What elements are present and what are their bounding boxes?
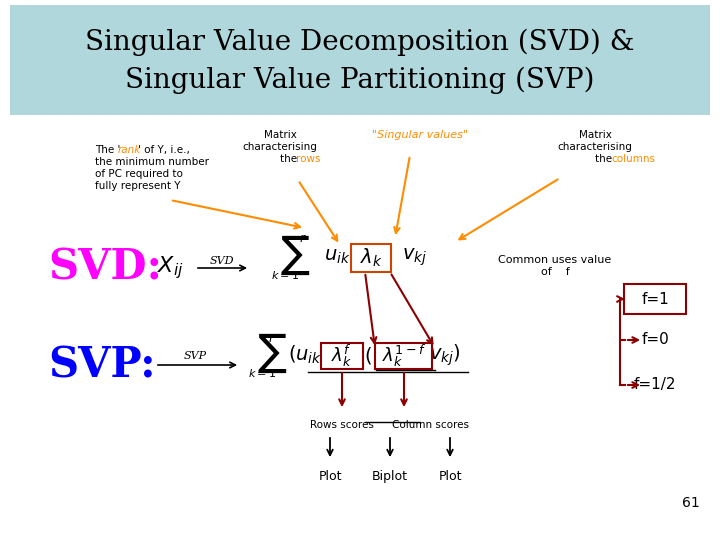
Text: Singular Value Partitioning (SVP): Singular Value Partitioning (SVP) [125, 66, 595, 93]
Text: $\sum$: $\sum$ [257, 332, 287, 375]
Text: the: the [595, 154, 616, 164]
Text: $v_{kj}$: $v_{kj}$ [402, 246, 428, 268]
Text: f=1/2: f=1/2 [634, 377, 676, 393]
Text: "Singular values": "Singular values" [372, 130, 468, 140]
Text: f=0: f=0 [641, 333, 669, 348]
Text: the minimum number: the minimum number [95, 157, 209, 167]
Text: $k=1$: $k=1$ [271, 269, 299, 281]
Text: $(u_{ik}$: $(u_{ik}$ [288, 344, 322, 366]
Text: SVP:: SVP: [48, 344, 156, 386]
Text: $v_{kj})$: $v_{kj})$ [429, 342, 461, 368]
Text: $r$: $r$ [268, 332, 276, 345]
Text: $\lambda_k^f$: $\lambda_k^f$ [331, 343, 353, 369]
Text: of    f: of f [541, 267, 570, 277]
Text: $\lambda_k$: $\lambda_k$ [359, 247, 382, 269]
Text: $k=1$: $k=1$ [248, 367, 276, 379]
Text: Common uses value: Common uses value [498, 255, 611, 265]
FancyBboxPatch shape [10, 5, 710, 115]
Text: Plot: Plot [438, 470, 462, 483]
Text: $r$: $r$ [299, 232, 307, 245]
Text: rows: rows [296, 154, 320, 164]
Text: SVD:: SVD: [48, 247, 162, 289]
Text: characterising: characterising [243, 142, 318, 152]
Text: rank: rank [118, 145, 141, 155]
Text: Singular Value Decomposition (SVD) &: Singular Value Decomposition (SVD) & [85, 28, 635, 56]
Text: Biplot: Biplot [372, 470, 408, 483]
Text: Matrix: Matrix [579, 130, 611, 140]
Text: Rows scores: Rows scores [310, 420, 374, 430]
Text: f=1: f=1 [641, 292, 669, 307]
Text: ' of Y, i.e.,: ' of Y, i.e., [138, 145, 190, 155]
Text: $)($: $)($ [357, 345, 373, 366]
FancyBboxPatch shape [321, 343, 363, 369]
Text: SVP: SVP [184, 351, 207, 361]
Text: fully represent Y: fully represent Y [95, 181, 181, 191]
Text: $u_{ik}$: $u_{ik}$ [324, 248, 350, 266]
Text: SVD: SVD [210, 256, 234, 266]
Text: Plot: Plot [318, 470, 342, 483]
FancyBboxPatch shape [351, 244, 391, 272]
Text: $X_{ij}$: $X_{ij}$ [156, 254, 184, 281]
Text: of PC required to: of PC required to [95, 169, 183, 179]
Text: columns: columns [611, 154, 655, 164]
Text: $\lambda_k^{1-f}$: $\lambda_k^{1-f}$ [382, 343, 426, 369]
Text: Column scores: Column scores [392, 420, 469, 430]
Text: $\sum$: $\sum$ [280, 233, 310, 276]
Text: The ': The ' [95, 145, 120, 155]
Text: the: the [280, 154, 300, 164]
FancyBboxPatch shape [375, 343, 432, 369]
FancyBboxPatch shape [624, 284, 686, 314]
Text: characterising: characterising [557, 142, 632, 152]
Text: Matrix: Matrix [264, 130, 297, 140]
Text: 61: 61 [683, 496, 700, 510]
